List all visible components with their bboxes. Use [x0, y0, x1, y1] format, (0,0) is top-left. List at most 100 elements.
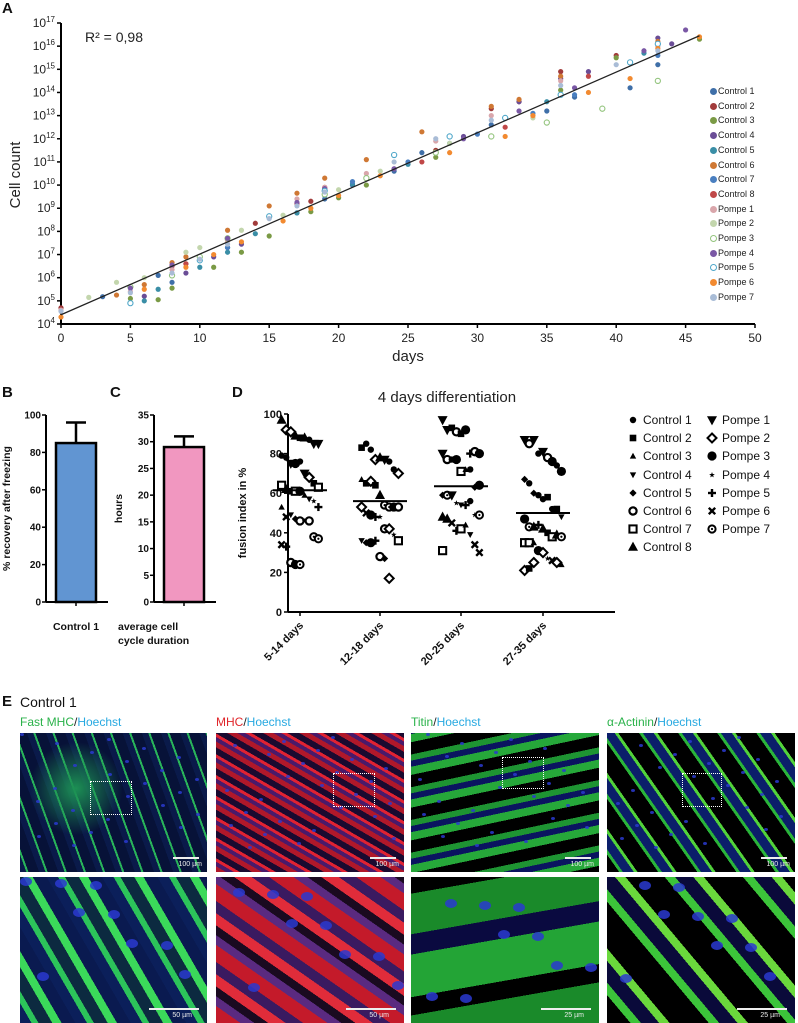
scale-bar-label: 25 µm	[564, 1012, 584, 1019]
legend-marker	[629, 489, 637, 497]
data-point-control-6	[294, 190, 300, 196]
data-point-pompe-7	[169, 270, 175, 276]
nucleus	[282, 740, 286, 743]
data-point-pompe-5	[626, 59, 634, 66]
nucleus	[53, 787, 57, 790]
nucleus	[312, 829, 316, 832]
nucleus	[106, 818, 110, 821]
fusion-point	[528, 521, 539, 531]
nucleus	[177, 756, 181, 759]
nucleus	[532, 932, 544, 941]
stain-hoechst: Hoechst	[77, 715, 122, 729]
legend-item: Pompe 5	[710, 262, 754, 273]
nucleus	[764, 828, 768, 831]
fusion-point	[314, 503, 323, 512]
data-point-control-1	[627, 85, 633, 91]
y-tick-label: 1012	[33, 131, 56, 146]
stain-separator: /	[433, 715, 437, 729]
fusion-point	[538, 447, 548, 458]
legend-label: Pompe 2	[718, 218, 755, 229]
nucleus	[248, 983, 260, 992]
fusion-index-chart: 4 days differentiation020406080100fusion…	[237, 389, 615, 668]
nucleus	[339, 806, 343, 809]
nucleus	[20, 877, 32, 886]
data-point-pompe-6	[280, 218, 286, 224]
x-tick-label: 45	[679, 331, 693, 345]
legend-marker-icon	[628, 506, 638, 516]
y-tick-label: 1011	[33, 154, 55, 169]
data-point-control-6	[141, 282, 147, 288]
micrograph-zoom: 50 µm	[20, 877, 207, 1023]
r-squared-annotation: R² = 0,98	[85, 29, 143, 45]
nucleus	[392, 837, 396, 840]
fusion-point	[535, 450, 542, 457]
data-point-pompe-4	[641, 48, 647, 54]
legend-label: Pompe 5	[718, 262, 755, 273]
x-category-label: 12-18 days	[338, 620, 386, 668]
y-tick-label: 60	[30, 485, 42, 496]
panel-label-b: B	[2, 384, 13, 401]
y-tick-label: 40	[270, 528, 282, 540]
data-point-pompe-1	[363, 170, 369, 177]
nucleus	[392, 981, 404, 990]
data-point-control-1	[419, 150, 425, 156]
data-point-control-3	[155, 297, 161, 303]
bar	[54, 441, 98, 604]
legend-label: Pompe 3	[722, 449, 771, 464]
nucleus	[89, 831, 93, 834]
nucleus	[90, 751, 94, 754]
legend-marker-icon	[710, 205, 717, 213]
nucleus	[581, 791, 585, 794]
data-point-pompe-3	[654, 77, 661, 85]
fusion-point	[470, 540, 479, 549]
micrograph-overview: 100 µm	[411, 733, 599, 872]
legend-item: Control 2	[710, 101, 755, 112]
stain-primary: α-Actinin	[607, 715, 654, 729]
data-point-control-6	[516, 96, 522, 103]
nucleus	[543, 747, 547, 750]
scale-bar	[761, 857, 787, 859]
trendline	[60, 35, 700, 316]
center-part	[446, 494, 449, 497]
legend-label: Control 6	[718, 159, 755, 170]
x-tick-label: 5	[127, 331, 134, 345]
nucleus	[524, 840, 528, 843]
data-point-pompe-7	[391, 159, 397, 165]
legend-label: Control 8	[718, 188, 755, 199]
nucleus	[422, 813, 426, 816]
legend-marker	[628, 506, 638, 516]
fusion-point	[530, 539, 537, 546]
nucleus	[490, 831, 494, 834]
legend-marker-icon	[707, 506, 717, 516]
data-point-control-3	[266, 233, 272, 239]
fusion-point	[393, 536, 404, 546]
x-axis-label: days	[392, 348, 424, 365]
data-point-control-7	[349, 179, 356, 185]
nucleus	[711, 941, 723, 950]
fusion-point	[526, 480, 533, 487]
fusion-point	[525, 565, 533, 572]
nucleus	[745, 806, 749, 809]
data-point-pompe-6	[183, 264, 189, 270]
legend-marker-icon	[710, 264, 717, 272]
legend-label: Control 5	[718, 144, 755, 155]
legend-label: Control 3	[718, 115, 755, 126]
y-tick-label: 35	[138, 411, 150, 422]
data-point-control-6	[419, 129, 425, 135]
fusion-point	[371, 512, 380, 521]
nucleus	[475, 844, 479, 847]
nucleus	[471, 809, 475, 812]
nucleus	[108, 773, 112, 776]
center-part	[528, 525, 531, 528]
nucleus	[350, 758, 354, 761]
scale-bar	[370, 857, 396, 859]
nucleus	[267, 890, 279, 899]
legend-marker-icon	[629, 416, 637, 424]
nucleus	[509, 738, 513, 741]
nucleus	[779, 815, 783, 818]
nucleus	[726, 914, 738, 923]
legend-label: Pompe 1	[722, 413, 771, 427]
x-tick-label: 15	[263, 331, 277, 345]
micrograph-zoom: 25 µm	[607, 877, 795, 1023]
data-point-control-3	[169, 285, 175, 291]
